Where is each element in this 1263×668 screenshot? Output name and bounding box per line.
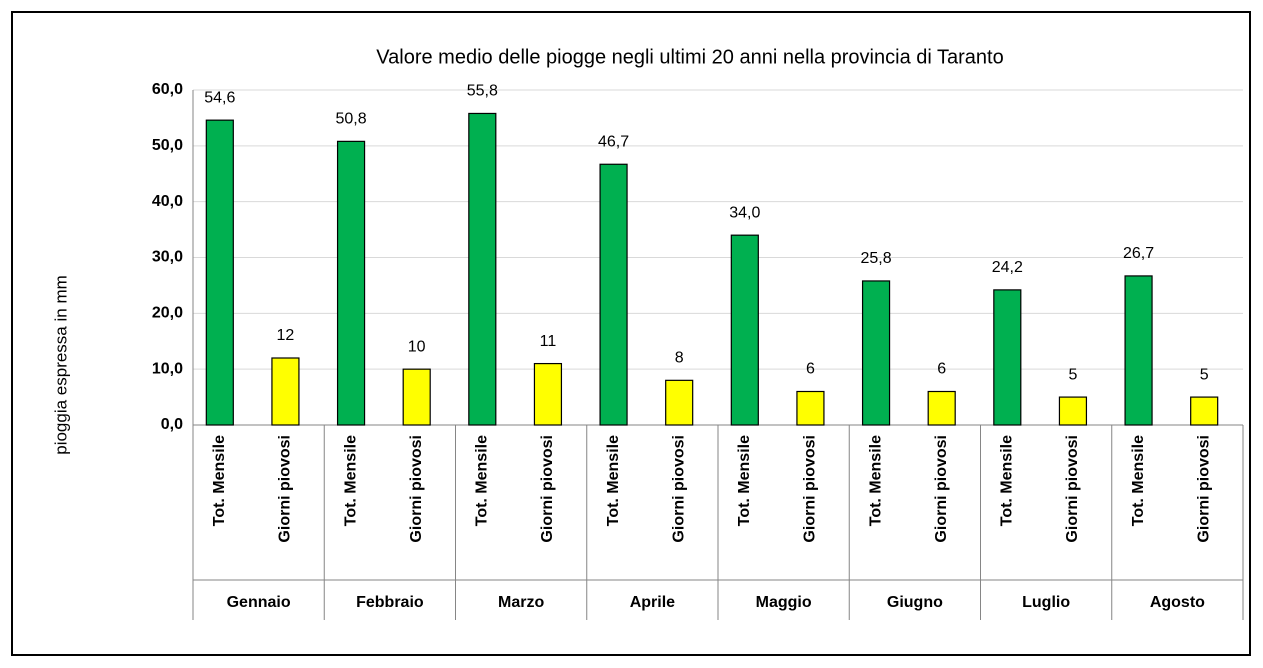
data-label: 25,8 — [860, 250, 891, 267]
y-tick-label: 20,0 — [152, 305, 183, 322]
bar — [796, 390, 825, 426]
bar — [861, 280, 891, 426]
data-label: 54,6 — [204, 89, 235, 106]
bar — [927, 390, 956, 426]
chart-border — [11, 11, 1251, 656]
x-category-label: Gennaio — [227, 594, 291, 611]
x-subcategory-label: Giorni piovosi — [539, 435, 556, 543]
x-subcategory-label: Tot. Mensile — [736, 435, 753, 526]
x-subcategory-label: Tot. Mensile — [867, 435, 884, 526]
bar — [1190, 396, 1219, 426]
data-label: 50,8 — [335, 111, 366, 128]
y-tick-label: 60,0 — [152, 81, 183, 98]
x-subcategory-label: Tot. Mensile — [211, 435, 228, 526]
y-tick-label: 40,0 — [152, 193, 183, 210]
x-category-label: Luglio — [1022, 594, 1070, 611]
bar — [730, 234, 759, 426]
x-subcategory-label: Giorni piovosi — [1195, 435, 1212, 543]
bar — [599, 163, 628, 426]
bar — [665, 379, 694, 426]
data-label: 5 — [1068, 366, 1077, 383]
y-tick-label: 10,0 — [152, 360, 183, 377]
bar — [402, 368, 431, 426]
x-subcategory-label: Tot. Mensile — [474, 435, 491, 526]
bar — [533, 362, 563, 426]
bar — [1058, 396, 1088, 426]
x-subcategory-label: Tot. Mensile — [605, 435, 622, 526]
data-label: 34,0 — [729, 204, 760, 221]
data-label: 11 — [540, 333, 557, 350]
data-label: 12 — [277, 327, 295, 344]
data-label: 26,7 — [1123, 245, 1154, 262]
data-label: 8 — [675, 350, 684, 367]
bar — [993, 289, 1022, 426]
x-category-label: Agosto — [1150, 594, 1205, 611]
x-subcategory-label: Tot. Mensile — [342, 435, 359, 526]
bar — [468, 112, 497, 426]
x-category-label: Marzo — [498, 594, 544, 611]
data-label: 55,8 — [467, 83, 498, 100]
data-label: 10 — [408, 338, 426, 355]
x-category-label: Aprile — [630, 594, 675, 611]
x-category-label: Maggio — [756, 594, 812, 611]
x-subcategory-label: Giorni piovosi — [670, 435, 687, 543]
x-subcategory-label: Giorni piovosi — [802, 435, 819, 543]
x-subcategory-label: Giorni piovosi — [408, 435, 425, 543]
x-subcategory-label: Giorni piovosi — [1064, 435, 1081, 543]
data-label: 5 — [1200, 366, 1209, 383]
y-tick-label: 50,0 — [152, 137, 183, 154]
x-category-label: Giugno — [887, 594, 943, 611]
x-subcategory-label: Giorni piovosi — [277, 435, 294, 543]
data-label: 6 — [937, 361, 946, 378]
bar — [271, 357, 300, 426]
bar — [205, 119, 234, 426]
y-tick-label: 30,0 — [152, 249, 183, 266]
x-subcategory-label: Giorni piovosi — [933, 435, 950, 543]
data-label: 24,2 — [992, 259, 1023, 276]
data-label: 6 — [806, 361, 815, 378]
x-category-label: Febbraio — [356, 594, 424, 611]
y-tick-label: 0,0 — [161, 416, 183, 433]
x-subcategory-label: Tot. Mensile — [1130, 435, 1147, 526]
data-label: 46,7 — [598, 133, 629, 150]
y-axis-title: pioggia espressa in mm — [51, 275, 70, 455]
bar — [336, 140, 366, 426]
x-subcategory-label: Tot. Mensile — [999, 435, 1016, 526]
bar — [1124, 275, 1153, 426]
chart-title: Valore medio delle piogge negli ultimi 2… — [376, 46, 1003, 68]
